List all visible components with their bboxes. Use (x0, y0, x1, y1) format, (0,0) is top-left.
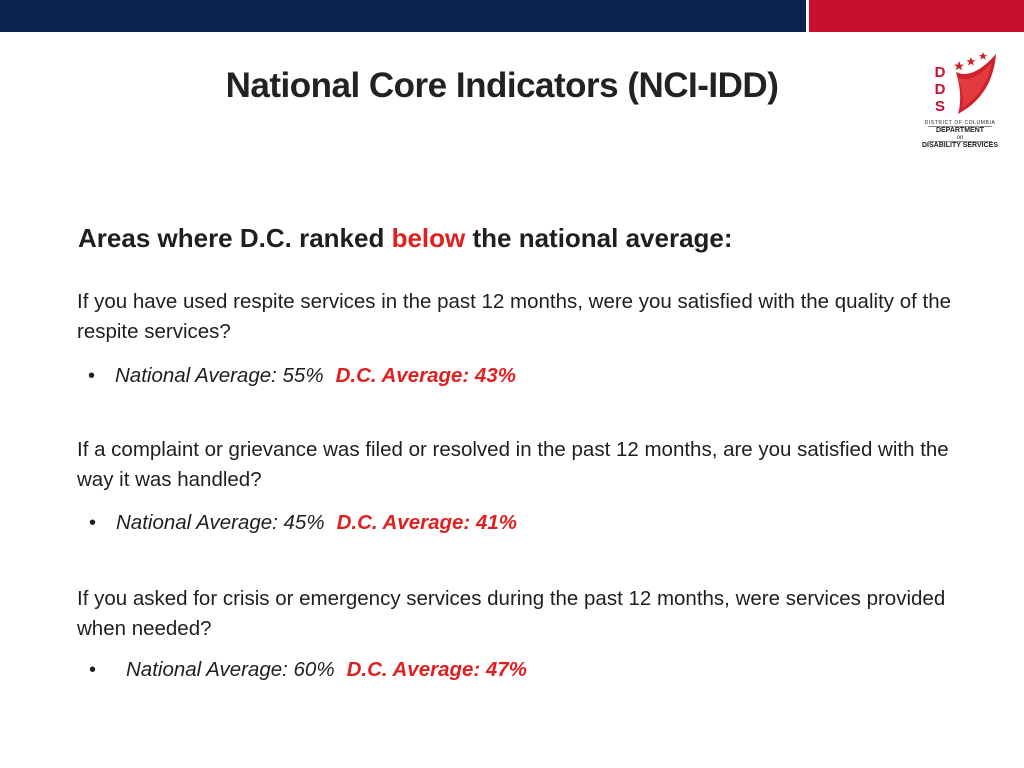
dc-average: D.C. Average: 43% (335, 364, 516, 387)
banner-divider (806, 0, 809, 32)
logo-on-text: on (956, 135, 964, 141)
logo-rule-top (928, 126, 992, 127)
question-grievance: If a complaint or grievance was filed or… (77, 438, 949, 491)
result-values: National Average: 55% D.C. Average: 43% (115, 363, 516, 389)
national-average: National Average: 55% (115, 364, 324, 387)
star-3 (978, 52, 988, 60)
heading-prefix: Areas where D.C. ranked (78, 223, 392, 253)
heading-suffix: the national average: (465, 223, 733, 253)
logo-letter-d1: D (934, 64, 946, 81)
result-values: National Average: 60% D.C. Average: 47% (126, 657, 527, 683)
banner-navy-segment (0, 0, 806, 32)
result-values: National Average: 45% D.C. Average: 41% (116, 510, 517, 536)
national-average: National Average: 45% (116, 511, 325, 534)
heading-emphasis: below (391, 223, 466, 253)
logo-district-text: DISTRICT OF COLUMBIA (924, 120, 996, 126)
logo-rule-bottom (928, 141, 992, 142)
dds-logo: D D S DISTRICT OF COLUMBIA DEPARTMENT on… (910, 46, 1010, 156)
banner-red-segment (809, 0, 1024, 32)
star-1 (954, 61, 964, 71)
bullet-icon: • (88, 365, 96, 387)
question-crisis: If you asked for crisis or emergency ser… (77, 587, 946, 640)
logo-letter-s: S (934, 98, 945, 115)
logo-department-text: DEPARTMENT (935, 127, 985, 134)
bullet-icon: • (89, 512, 97, 534)
logo-disability-text: DISABILITY SERVICES (922, 142, 998, 149)
flag-highlight (958, 62, 992, 108)
question-respite: If you have used respite services in the… (77, 290, 952, 343)
dc-average: D.C. Average: 41% (336, 511, 517, 534)
national-average: National Average: 60% (126, 658, 335, 681)
top-banner (0, 0, 1024, 32)
section-heading: Areas where D.C. ranked below the nation… (78, 223, 978, 254)
star-2 (966, 57, 976, 66)
logo-letter-d2: D (934, 81, 946, 98)
bullet-icon: • (89, 659, 97, 681)
flag-stars-icon (954, 52, 996, 114)
dc-average: D.C. Average: 47% (346, 658, 527, 681)
slide-title: National Core Indicators (NCI-IDD) (225, 66, 779, 105)
logo-letters: D D S (932, 64, 948, 115)
